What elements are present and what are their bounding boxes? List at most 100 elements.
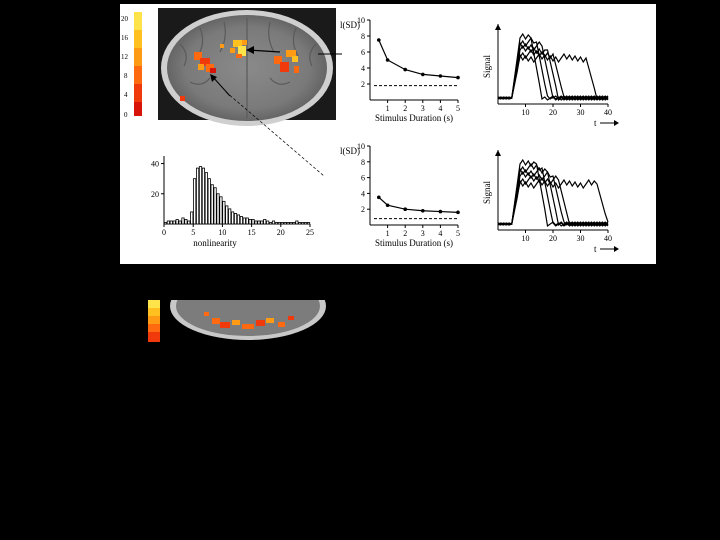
signal-plot-bottom: 10 20 30 40 Signal t — [482, 150, 619, 254]
histogram-bar — [184, 219, 188, 225]
histogram-bar — [193, 178, 197, 225]
y-tick-label: 2 — [361, 205, 365, 214]
y-tick-label: 4 — [361, 64, 365, 73]
histogram-bar — [236, 214, 241, 225]
histogram-bar — [231, 211, 235, 225]
histogram-bar — [257, 220, 261, 225]
x-tick-label: 4 — [438, 229, 442, 238]
colorbar-tick: 0 — [124, 111, 128, 119]
y-tick-label: 8 — [361, 158, 365, 167]
bottom-brain-slice — [148, 300, 330, 342]
colorbar: 20 16 12 8 4 0 — [121, 12, 142, 119]
y-tick-label: 4 — [361, 189, 365, 198]
x-tick-label: 20 — [549, 234, 557, 243]
histogram-bar — [190, 211, 194, 225]
nonlinearity-histogram: 40 20 0 5 10 15 20 25 nonlinearity — [151, 156, 314, 248]
histogram-bar — [210, 184, 214, 225]
x-axis-arrow — [614, 246, 619, 252]
histogram-bar — [298, 222, 302, 225]
y-axis-label: l(SD) — [340, 146, 360, 156]
x-tick-label: 20 — [549, 108, 557, 117]
response-curve — [497, 178, 609, 226]
x-axis-arrow — [614, 120, 619, 126]
histogram-bar — [269, 222, 273, 225]
figure-panel: 20 16 12 8 4 0 — [120, 4, 656, 264]
data-point — [456, 210, 460, 215]
histogram-bar — [198, 166, 203, 225]
colorbar-swatch-2 — [134, 30, 142, 48]
histogram-bar — [222, 200, 226, 225]
y-tick-label: 40 — [151, 160, 159, 169]
y-axis-label: Signal — [482, 54, 492, 78]
colorbar-swatch-6 — [134, 102, 142, 116]
activation-overlay — [180, 40, 299, 101]
histogram-bar — [306, 222, 311, 225]
x-tick-label: 5 — [191, 228, 195, 237]
histogram-bar — [304, 222, 308, 225]
histogram-bar — [295, 220, 299, 225]
data-point — [403, 67, 408, 72]
y-axis-label: l(SD) — [340, 20, 360, 30]
colorbar-tick: 8 — [124, 72, 128, 80]
duration-plot-top: 10 8 6 4 2 1 2 3 4 5 l(SD) Stimulus Duration (s) — [340, 16, 460, 123]
histogram-bar — [263, 219, 267, 225]
y-axis-label: Signal — [482, 180, 492, 204]
data-point — [456, 75, 460, 80]
histogram-bar — [181, 217, 185, 225]
histogram-bar — [204, 172, 208, 225]
y-tick-label: 6 — [361, 174, 365, 183]
histogram-bar — [283, 222, 287, 225]
x-tick-label: 40 — [604, 234, 612, 243]
histogram-bar — [277, 222, 281, 225]
x-tick-label: 10 — [522, 234, 530, 243]
series-line — [378, 196, 459, 213]
data-point — [421, 208, 425, 213]
histogram-bar — [166, 220, 170, 225]
y-tick-label: 2 — [361, 80, 365, 89]
histogram-bar — [219, 196, 223, 225]
response-curve — [497, 36, 609, 101]
x-tick-label: 0 — [162, 228, 166, 237]
x-tick-label: 15 — [248, 228, 256, 237]
x-tick-label: 1 — [386, 229, 390, 238]
histogram-bar — [228, 208, 232, 225]
colorbar-swatch-4 — [134, 66, 142, 84]
histogram-bar — [169, 220, 173, 225]
response-curve — [497, 52, 609, 101]
bottom-colorbar — [148, 300, 160, 342]
x-axis-label: Stimulus Duration (s) — [375, 238, 453, 248]
x-tick-label: 10 — [218, 228, 226, 237]
y-tick-label: 10 — [357, 142, 365, 151]
histogram-bar — [216, 193, 220, 225]
bottom-slice-svg — [148, 300, 326, 342]
response-curve — [497, 162, 609, 227]
data-point — [385, 203, 390, 208]
x-tick-label: 30 — [577, 108, 585, 117]
histogram-bar — [286, 222, 290, 225]
histogram-bar — [225, 205, 229, 225]
x-tick-label: 30 — [577, 234, 585, 243]
histogram-bar — [201, 167, 205, 225]
histogram-bar — [248, 219, 252, 225]
histogram-bar — [172, 220, 176, 225]
colorbar-swatch-3 — [134, 48, 142, 66]
colorbar-tick: 20 — [121, 15, 129, 23]
histogram-bar — [274, 222, 278, 225]
histogram-bar — [175, 219, 179, 225]
colorbar-tick: 4 — [124, 91, 128, 99]
connector-dashed — [225, 91, 325, 177]
histogram-bar — [187, 220, 191, 225]
histogram-bar — [239, 216, 243, 225]
data-point — [385, 58, 390, 62]
histogram-bar — [254, 220, 258, 225]
histogram-bar — [271, 220, 276, 225]
histogram-bar — [292, 222, 296, 225]
histogram-bar — [280, 222, 284, 225]
x-tick-label: 2 — [403, 229, 407, 238]
data-point — [438, 209, 443, 214]
colorbar-tick: 12 — [121, 53, 129, 61]
histogram-bar — [178, 220, 182, 225]
histogram-bar — [207, 178, 211, 225]
x-axis-label: Stimulus Duration (s) — [375, 113, 453, 123]
histogram-bar — [245, 217, 249, 225]
